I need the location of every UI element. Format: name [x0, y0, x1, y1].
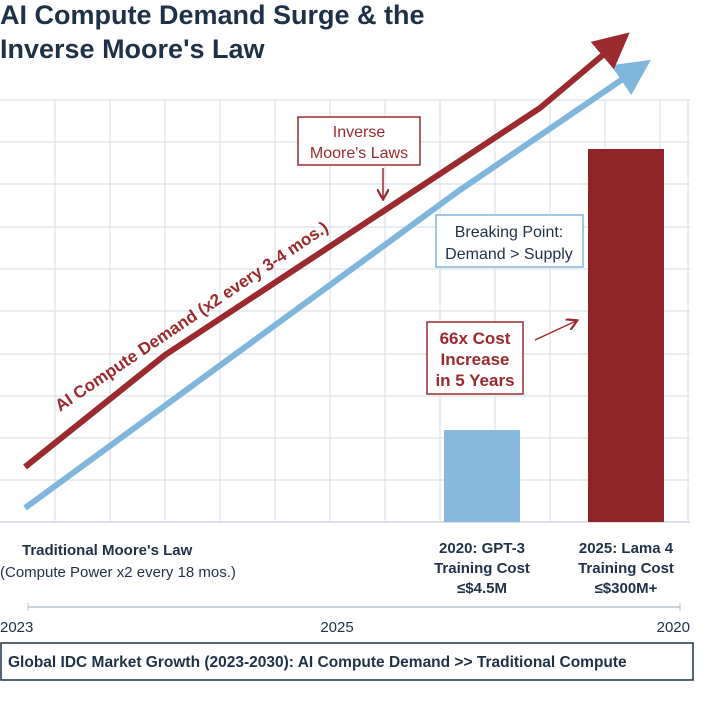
box-text: Increase [441, 350, 510, 369]
box-text: Moore's Laws [310, 145, 408, 162]
bar-label: Training Cost [578, 560, 674, 577]
title: AI Compute Demand Surge & the [0, 0, 425, 30]
moore-label: (Compute Power x2 every 18 mos.) [0, 564, 236, 581]
bar-label: ≤$4.5M [457, 580, 507, 597]
box-text: Demand > Supply [445, 246, 573, 263]
arrow [534, 321, 576, 341]
axis-label: 2020 [657, 619, 690, 636]
moore-label: Traditional Moore's Law [22, 542, 193, 559]
axis-label: 2023 [0, 619, 33, 636]
bar-label: 2025: Lama 4 [579, 540, 674, 557]
bar-label: ≤$300M+ [595, 580, 658, 597]
moore-line [23, 59, 651, 511]
footer: Global IDC Market Growth (2023-2030): AI… [8, 654, 627, 671]
title: Inverse Moore's Law [0, 34, 266, 64]
footer-box [0, 642, 694, 681]
bar-label: 2020: GPT-3 [439, 540, 525, 557]
inverse-box [297, 116, 421, 166]
breaking-box [435, 214, 584, 268]
cost-box [426, 321, 524, 395]
axis-label: 2025 [320, 619, 353, 636]
box-text: 66x Cost [440, 329, 511, 348]
box-text: Inverse [333, 124, 386, 141]
box-text: in 5 Years [435, 371, 514, 390]
box-text: Breaking Point: [455, 224, 564, 241]
bar-2025 [588, 149, 664, 522]
bar-label: Training Cost [434, 560, 530, 577]
bar-2020 [444, 430, 520, 522]
demand-line [23, 32, 630, 470]
